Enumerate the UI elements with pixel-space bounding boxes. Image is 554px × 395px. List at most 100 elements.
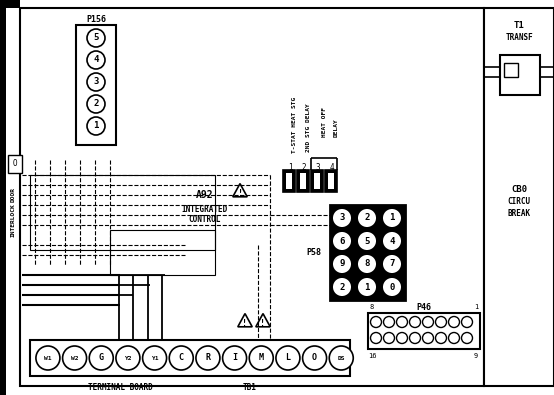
Text: 2: 2 [339, 282, 345, 292]
Polygon shape [238, 314, 252, 327]
Text: T-STAT HEAT STG: T-STAT HEAT STG [293, 97, 297, 153]
Text: !: ! [238, 190, 243, 199]
Circle shape [423, 333, 433, 344]
Text: 2: 2 [93, 100, 99, 109]
Circle shape [87, 95, 105, 113]
Circle shape [357, 231, 377, 251]
Polygon shape [256, 314, 270, 327]
Text: DELAY: DELAY [334, 118, 338, 137]
Text: O: O [13, 160, 17, 169]
Text: W1: W1 [44, 356, 52, 361]
Circle shape [382, 277, 402, 297]
Text: DS: DS [337, 356, 345, 361]
Circle shape [170, 346, 193, 370]
Circle shape [223, 346, 247, 370]
Text: INTEGRATED: INTEGRATED [182, 205, 228, 214]
Circle shape [63, 346, 86, 370]
Circle shape [382, 254, 402, 274]
Bar [328, 173, 334, 189]
Circle shape [332, 208, 352, 228]
Circle shape [357, 254, 377, 274]
Circle shape [357, 208, 377, 228]
Text: C: C [179, 354, 184, 363]
Circle shape [435, 316, 447, 327]
Text: 1: 1 [389, 214, 394, 222]
Text: I: I [232, 354, 237, 363]
Bar [504, 63, 518, 77]
Text: W2: W2 [71, 356, 78, 361]
Text: 8: 8 [365, 260, 370, 269]
Text: TERMINAL BOARD: TERMINAL BOARD [88, 382, 152, 391]
Bar [30, 340, 350, 376]
Circle shape [409, 333, 420, 344]
Text: 8: 8 [370, 304, 374, 310]
Circle shape [371, 316, 382, 327]
Circle shape [397, 333, 408, 344]
Text: 16: 16 [368, 353, 376, 359]
Circle shape [116, 346, 140, 370]
Bar [368, 313, 480, 349]
Polygon shape [233, 184, 247, 197]
Text: CIRCU: CIRCU [507, 198, 531, 207]
Circle shape [357, 277, 377, 297]
Text: INTERLOCK: INTERLOCK [11, 203, 16, 237]
Circle shape [142, 346, 167, 370]
Circle shape [329, 346, 353, 370]
Text: 3: 3 [93, 77, 99, 87]
Text: G: G [99, 354, 104, 363]
Bar [76, 25, 116, 145]
Circle shape [332, 254, 352, 274]
Circle shape [423, 316, 433, 327]
Bar [300, 173, 306, 189]
Text: P156: P156 [86, 15, 106, 23]
Text: 4: 4 [93, 56, 99, 64]
Text: 4: 4 [330, 162, 334, 171]
Circle shape [276, 346, 300, 370]
Text: A92: A92 [196, 190, 214, 200]
Text: P46: P46 [417, 303, 432, 312]
Circle shape [382, 208, 402, 228]
Text: 5: 5 [365, 237, 370, 246]
Circle shape [89, 346, 113, 370]
Circle shape [87, 117, 105, 135]
Text: DOOR: DOOR [11, 188, 16, 203]
Text: 1: 1 [93, 122, 99, 130]
Text: 6: 6 [339, 237, 345, 246]
Bar [311, 170, 323, 192]
Circle shape [36, 346, 60, 370]
Bar [30, 175, 215, 250]
Bar [0, 0, 20, 8]
Bar [0, 0, 6, 395]
Circle shape [461, 333, 473, 344]
Text: BREAK: BREAK [507, 209, 531, 218]
Circle shape [302, 346, 327, 370]
Text: 2: 2 [365, 214, 370, 222]
Bar [484, 8, 554, 386]
Circle shape [332, 231, 352, 251]
Bar [20, 8, 484, 386]
Bar [8, 155, 22, 173]
Circle shape [397, 316, 408, 327]
Text: CB0: CB0 [511, 186, 527, 194]
Text: L: L [285, 354, 290, 363]
Text: 9: 9 [474, 353, 478, 359]
Bar [314, 173, 320, 189]
Text: CONTROL: CONTROL [189, 216, 221, 224]
Circle shape [87, 73, 105, 91]
Text: T1: T1 [514, 21, 525, 30]
Circle shape [382, 231, 402, 251]
Text: M: M [259, 354, 264, 363]
Text: Y2: Y2 [124, 356, 132, 361]
Circle shape [249, 346, 273, 370]
Circle shape [383, 333, 394, 344]
Circle shape [196, 346, 220, 370]
Text: 0: 0 [389, 282, 394, 292]
Circle shape [371, 333, 382, 344]
Text: 3: 3 [339, 214, 345, 222]
Bar [283, 170, 295, 192]
Circle shape [409, 316, 420, 327]
Text: !: ! [243, 320, 248, 329]
Circle shape [449, 333, 459, 344]
Text: 1: 1 [365, 282, 370, 292]
Bar [110, 230, 215, 275]
